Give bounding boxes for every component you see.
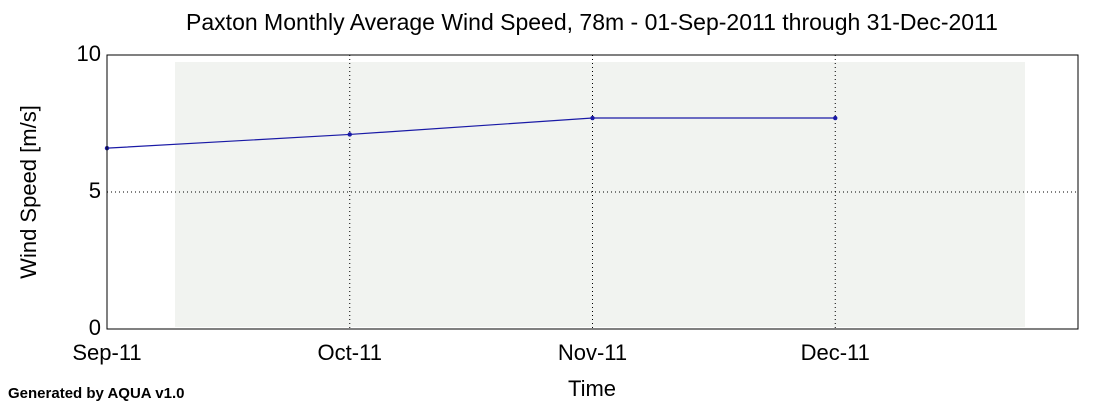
watermark (175, 62, 1025, 327)
y-tick-label: 5 (89, 178, 101, 203)
x-tick-label: Dec-11 (801, 340, 870, 365)
x-tick-label: Oct-11 (318, 340, 382, 365)
x-tick-label: Sep-11 (72, 340, 141, 365)
x-tick-label: Nov-11 (558, 340, 627, 365)
chart: Paxton Monthly Average Wind Speed, 78m -… (0, 0, 1101, 411)
x-axis-label: Time (568, 376, 616, 401)
footer: Generated by AQUA v1.0 (8, 385, 184, 402)
point (833, 116, 837, 120)
y-tick-label: 0 (89, 315, 101, 340)
y-axis-label: Wind Speed [m/s] (16, 105, 41, 279)
chart-title: Paxton Monthly Average Wind Speed, 78m -… (186, 9, 998, 35)
point (348, 132, 352, 136)
y-tick-label: 10 (77, 41, 101, 66)
point (590, 116, 594, 120)
